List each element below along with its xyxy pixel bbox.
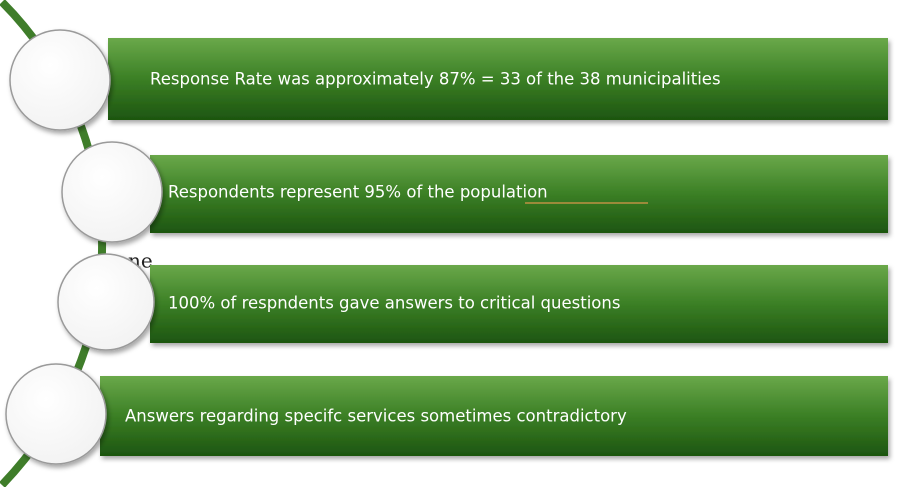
circle xyxy=(5,363,107,465)
item-label: 100% of respndents gave answers to criti… xyxy=(168,294,620,313)
circle xyxy=(57,253,155,351)
banner xyxy=(108,38,888,120)
banner xyxy=(150,155,888,233)
circle xyxy=(9,29,111,131)
circle xyxy=(61,141,163,243)
item-label: Response Rate was approximately 87% = 33… xyxy=(150,70,721,89)
item-label: Respondents represent 95% of the populat… xyxy=(168,183,548,202)
item-label: Answers regarding specifc services somet… xyxy=(125,407,627,426)
banner xyxy=(150,265,888,343)
banner xyxy=(100,376,888,456)
